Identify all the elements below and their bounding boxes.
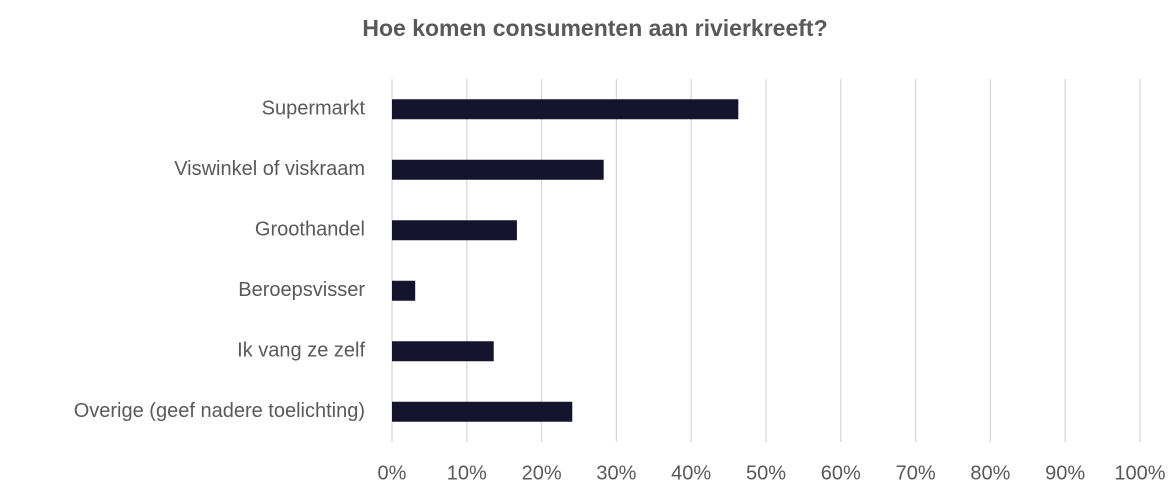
x-tick-label: 0%	[378, 462, 407, 484]
y-tick-label: Beroepsvisser	[238, 279, 365, 301]
bar	[392, 99, 739, 120]
bar	[392, 159, 604, 180]
x-tick-label: 20%	[522, 462, 562, 484]
x-tick-label: 80%	[970, 462, 1010, 484]
y-tick-label: Viswinkel of viskraam	[174, 158, 365, 180]
y-tick-label: Ik vang ze zelf	[237, 340, 365, 362]
bar	[392, 401, 573, 422]
bar	[392, 220, 517, 241]
chart-title: Hoe komen consumenten aan rivierkreeft?	[362, 15, 827, 41]
bar	[392, 280, 416, 301]
x-tick-label: 60%	[821, 462, 861, 484]
x-tick-label: 70%	[896, 462, 936, 484]
y-tick-label: Supermarkt	[262, 98, 366, 120]
x-tick-label: 90%	[1045, 462, 1085, 484]
y-tick-label: Groothandel	[255, 219, 365, 241]
x-tick-label: 10%	[447, 462, 487, 484]
x-tick-label: 50%	[746, 462, 786, 484]
x-tick-label: 100%	[1114, 462, 1165, 484]
x-tick-label: 40%	[671, 462, 711, 484]
x-tick-label: 30%	[596, 462, 636, 484]
y-tick-label: Overige (geef nadere toelichting)	[74, 400, 365, 422]
bar	[392, 341, 494, 362]
